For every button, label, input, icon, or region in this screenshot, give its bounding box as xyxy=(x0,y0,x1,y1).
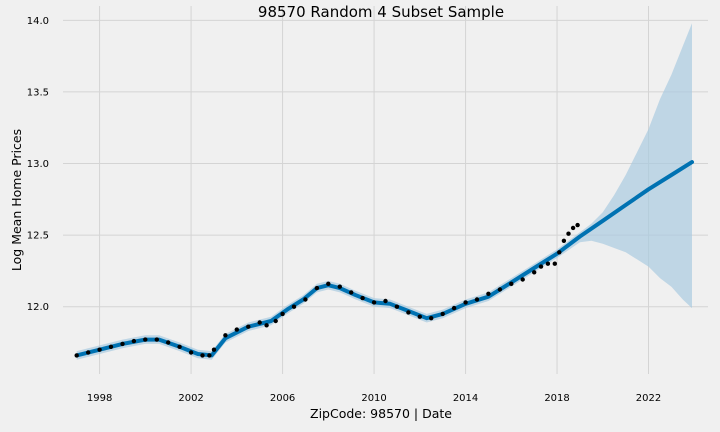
gridlines xyxy=(63,6,708,374)
observed-point xyxy=(166,340,171,345)
observed-point xyxy=(223,333,228,338)
observed-point xyxy=(211,347,217,352)
observed-point xyxy=(561,238,567,243)
observed-point xyxy=(509,281,514,286)
observed-point xyxy=(545,261,551,266)
observed-point xyxy=(497,287,503,292)
x-tick-label: 2010 xyxy=(361,393,386,404)
x-tick-label: 2018 xyxy=(544,393,569,404)
observed-point xyxy=(520,277,525,282)
observed-point xyxy=(177,344,182,349)
y-tick-label: 12.5 xyxy=(27,231,49,242)
x-tick-label: 2022 xyxy=(636,393,661,404)
observed-point xyxy=(264,323,269,328)
x-axis-label: ZipCode: 98570 | Date xyxy=(310,406,452,421)
observed-point xyxy=(474,297,480,302)
observed-point xyxy=(74,353,79,358)
y-axis-ticks: 12.0 12.5 13.0 13.5 14.0 xyxy=(27,16,49,313)
observed-point xyxy=(557,250,562,255)
observed-point xyxy=(486,291,491,296)
observed-point xyxy=(97,347,102,352)
observed-point xyxy=(417,314,422,319)
x-tick-label: 2014 xyxy=(453,393,478,404)
observed-point xyxy=(246,324,251,329)
observed-point xyxy=(86,350,91,355)
observed-point xyxy=(131,338,137,344)
observed-point xyxy=(349,290,354,295)
observed-point xyxy=(108,344,114,349)
observed-point xyxy=(326,281,331,286)
observed-point xyxy=(575,222,580,228)
observed-point xyxy=(143,337,148,342)
observed-point xyxy=(234,327,239,332)
observed-point xyxy=(120,341,125,347)
observed-point xyxy=(303,297,308,302)
observed-point xyxy=(207,353,212,358)
chart-title: 98570 Random 4 Subset Sample xyxy=(258,3,504,21)
observed-point xyxy=(371,300,377,305)
y-axis-label: Log Mean Home Prices xyxy=(9,129,24,271)
observed-point xyxy=(463,300,468,305)
observed-point xyxy=(188,350,194,355)
observed-point xyxy=(406,310,411,315)
observed-point xyxy=(280,311,285,317)
y-tick-label: 13.5 xyxy=(27,87,49,98)
y-tick-label: 13.0 xyxy=(27,159,49,170)
observed-point xyxy=(394,304,400,309)
observed-point xyxy=(429,316,434,321)
y-tick-label: 14.0 xyxy=(27,16,49,27)
observed-point xyxy=(566,231,571,236)
x-tick-label: 2006 xyxy=(270,393,295,404)
observed-point xyxy=(200,353,205,358)
observed-point xyxy=(257,320,262,325)
observed-point xyxy=(360,295,365,301)
observed-point xyxy=(552,261,557,266)
x-tick-label: 2002 xyxy=(178,393,203,404)
observed-point xyxy=(440,311,445,317)
forecast-line xyxy=(74,160,694,358)
observed-point xyxy=(383,298,388,304)
observed-point xyxy=(538,264,544,269)
observed-point xyxy=(532,270,537,275)
observed-point xyxy=(291,304,297,309)
observed-point xyxy=(451,305,457,311)
observed-points xyxy=(74,222,580,358)
observed-point xyxy=(314,285,320,291)
x-axis-ticks: 1998 2002 2006 2010 2014 2018 2022 xyxy=(87,393,661,404)
observed-point xyxy=(337,284,342,289)
x-tick-label: 1998 xyxy=(87,393,112,404)
observed-point xyxy=(570,225,576,231)
observed-point xyxy=(273,318,278,324)
observed-point xyxy=(154,337,159,342)
y-tick-label: 12.0 xyxy=(27,302,49,313)
